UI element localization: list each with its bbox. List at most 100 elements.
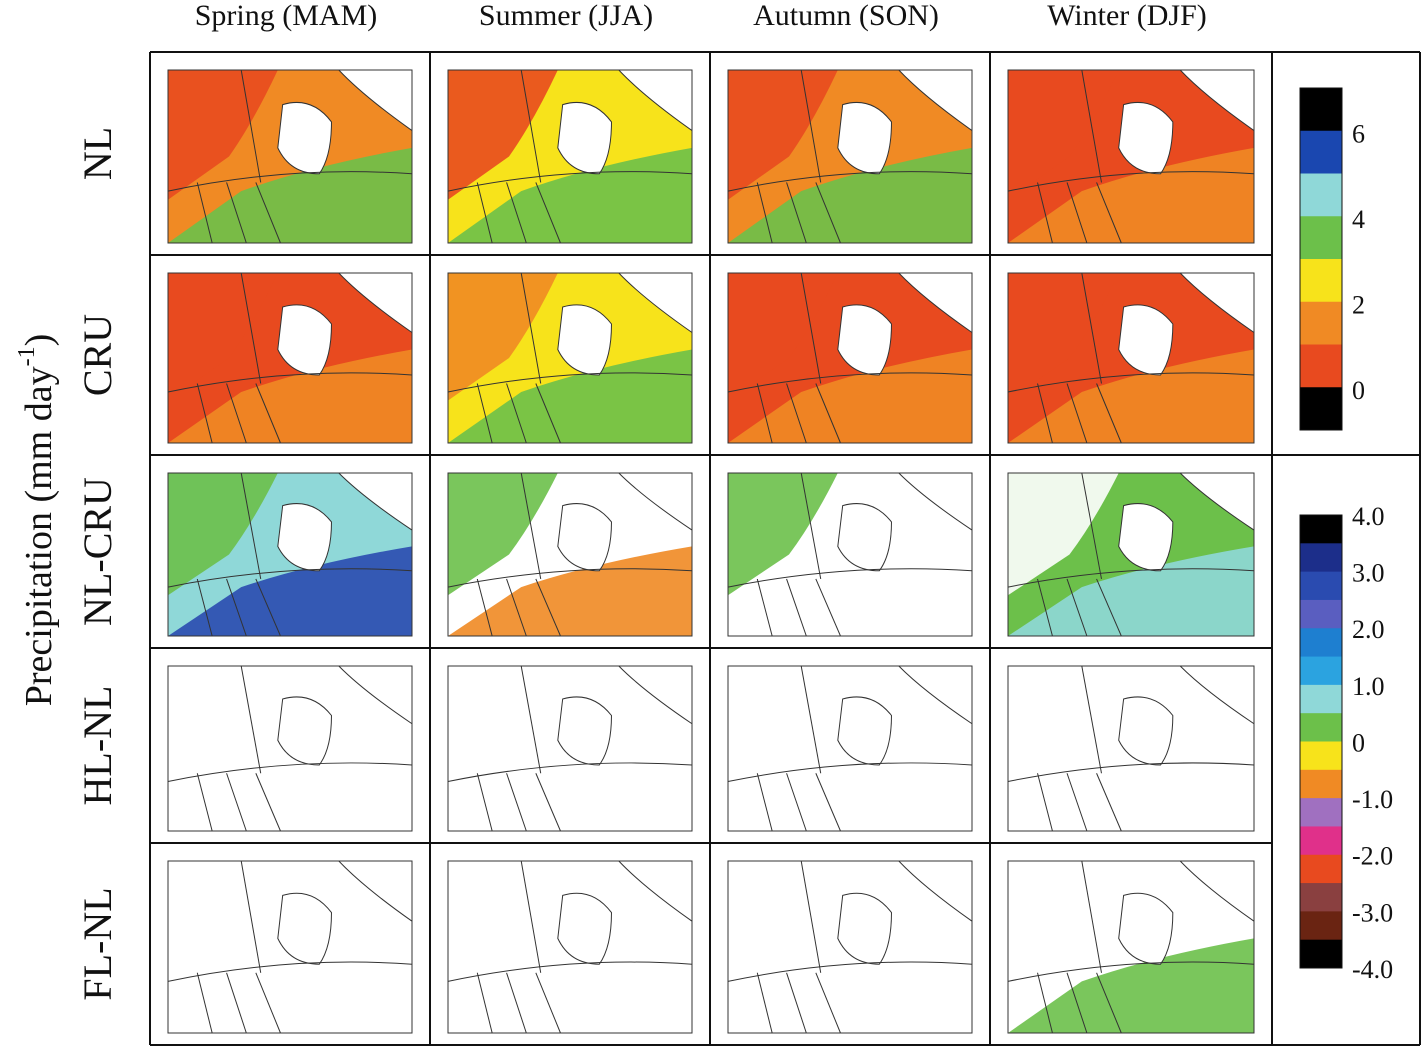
map-boundary <box>1066 972 1088 1034</box>
row-label: NL-CRU <box>75 477 120 626</box>
y-label-superscript: -1 <box>14 346 40 366</box>
map-region <box>448 273 558 401</box>
map-frame <box>167 665 413 832</box>
map-boundary <box>1081 272 1102 384</box>
colorbar-frame <box>1299 87 1343 431</box>
map-boundary <box>1081 860 1102 973</box>
colorbar-segment <box>1300 571 1342 601</box>
hudson-bay <box>1118 101 1174 175</box>
map-boundary <box>240 472 262 580</box>
map-region <box>728 861 838 990</box>
map-boundary <box>1007 961 1255 982</box>
colorbar-segment <box>1300 88 1342 132</box>
map-boundary <box>786 182 807 244</box>
map-panel <box>167 665 413 832</box>
colorbar-segment <box>1300 911 1342 941</box>
map-boundary <box>167 961 413 982</box>
map-boundary <box>1096 383 1122 444</box>
map-boundary <box>800 860 822 973</box>
colorbar-label: 0 <box>1352 728 1365 757</box>
colorbar-segment <box>1300 883 1342 912</box>
row-label: NL <box>75 127 120 180</box>
hudson-bay <box>557 101 612 175</box>
colorbar-segment <box>1300 713 1342 742</box>
map-boundary <box>506 972 527 1034</box>
colorbar-segment <box>1300 826 1342 856</box>
map-region <box>448 473 558 596</box>
map-boundary <box>1007 171 1255 192</box>
hudson-bay <box>277 696 332 766</box>
colorbar-label: 4 <box>1352 205 1365 234</box>
colorbar-segment <box>1300 387 1342 431</box>
colorbar-label: -1.0 <box>1352 785 1393 814</box>
map-panel <box>1007 860 1255 1034</box>
map-region <box>728 666 838 790</box>
map-boundary <box>167 762 413 782</box>
map-boundary <box>815 182 841 244</box>
colorbar-label: 4.0 <box>1352 502 1385 531</box>
map-region <box>1008 273 1119 401</box>
colorbar-segment <box>1300 301 1342 345</box>
colorbar-segment <box>1300 656 1342 686</box>
colorbar-label: 3.0 <box>1352 559 1385 588</box>
colorbar-segment <box>1300 543 1342 573</box>
hudson-bay <box>277 503 332 572</box>
map-panel <box>447 69 693 244</box>
map-panel <box>167 272 413 444</box>
map-panel <box>727 472 973 637</box>
hudson-bay <box>837 101 892 175</box>
map-boundary <box>476 972 493 1034</box>
colorbar-label: 0 <box>1352 376 1365 405</box>
map-boundary <box>447 762 693 782</box>
map-boundary <box>815 972 841 1034</box>
map-region <box>728 70 838 200</box>
colorbar-segment <box>1300 798 1342 827</box>
map-boundary <box>447 961 693 982</box>
colorbar-segment <box>1300 684 1342 714</box>
map-panel <box>727 665 973 832</box>
hudson-bay <box>1118 892 1174 965</box>
map-boundary <box>226 972 247 1034</box>
map-boundary <box>800 272 822 384</box>
map-boundary <box>520 472 542 580</box>
colorbar-segment <box>1300 344 1342 388</box>
map-frame <box>167 860 413 1034</box>
map-region <box>1008 666 1119 790</box>
map-boundary <box>520 272 542 384</box>
map-region <box>1008 70 1119 200</box>
map-boundary <box>1037 383 1053 444</box>
map-boundary <box>240 272 262 384</box>
map-boundary <box>815 773 841 832</box>
map-boundary <box>756 972 773 1034</box>
map-boundary <box>535 383 561 444</box>
map-boundary <box>240 860 262 973</box>
map-boundary <box>476 182 493 244</box>
map-boundary <box>167 568 413 588</box>
colorbar-segment <box>1300 216 1342 260</box>
map-boundary <box>535 773 561 832</box>
map-boundary <box>727 568 973 588</box>
map-region <box>168 861 278 990</box>
map-boundary <box>476 383 493 444</box>
colorbar-label: 1.0 <box>1352 672 1385 701</box>
map-boundary <box>226 578 247 637</box>
hudson-bay <box>1118 503 1174 572</box>
y-axis-label: Precipitation (mm day-1) <box>14 334 60 706</box>
map-boundary <box>756 182 773 244</box>
map-frame <box>1007 472 1255 637</box>
row-label: HL-NL <box>75 686 120 806</box>
map-boundary <box>727 171 973 192</box>
colorbar-label: -3.0 <box>1352 898 1393 927</box>
map-boundary <box>240 69 262 183</box>
hudson-bay <box>837 696 892 766</box>
hudson-bay <box>837 503 892 572</box>
colorbar-segment <box>1300 515 1342 544</box>
map-boundary <box>1096 972 1122 1034</box>
map-boundary <box>1007 762 1255 782</box>
map-panel <box>447 472 693 637</box>
colorbar-segment <box>1300 939 1342 969</box>
hudson-bay <box>277 892 332 965</box>
map-boundary <box>1037 182 1053 244</box>
map-boundary <box>786 972 807 1034</box>
map-boundary <box>727 762 973 782</box>
